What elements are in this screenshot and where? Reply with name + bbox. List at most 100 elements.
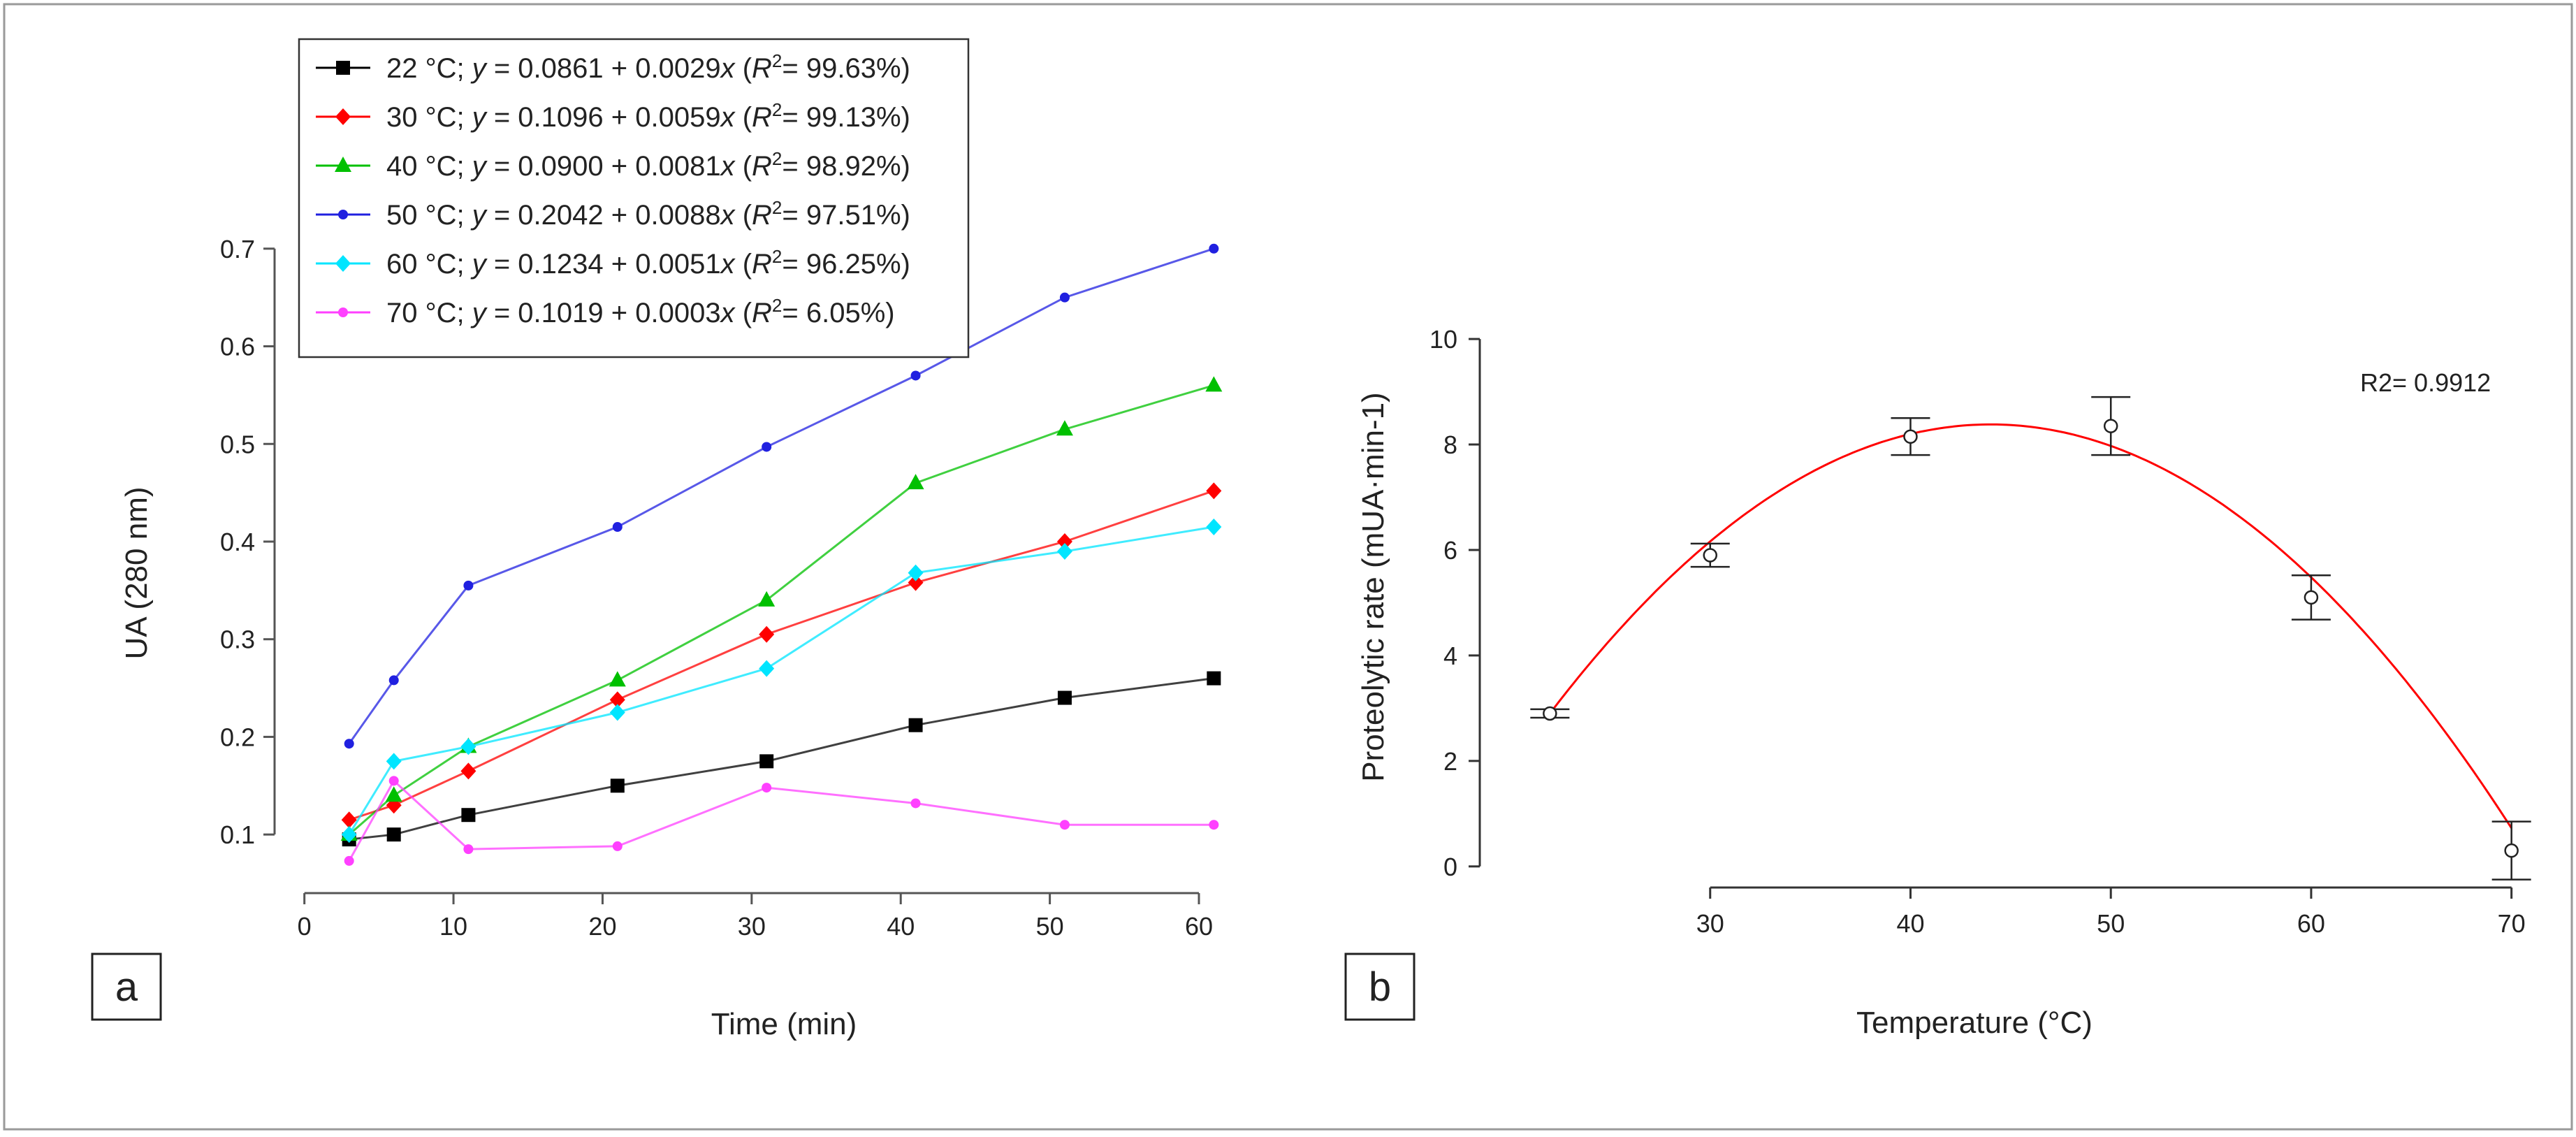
data-point-30-c [341, 811, 357, 829]
data-point-50-c [463, 580, 474, 591]
data-point-60-c [759, 660, 775, 677]
legend-text-part: = 6.05%) [782, 298, 894, 328]
legend-text-part: x [720, 249, 736, 280]
data-point-50c [2103, 419, 2118, 433]
data-point-70-c [388, 776, 399, 786]
panel-a-y-tick-label: 0.2 [220, 723, 255, 751]
legend-entry-22-c: 22 °C; y = 0.0861 + 0.0029x (R2= 99.63%) [386, 50, 910, 84]
panel-b-points [1530, 396, 2531, 881]
panel-a-x-tick-label: 30 [738, 912, 766, 941]
legend-text-part: R [752, 151, 772, 182]
legend-text-part: = 0.1234 + 0.0051 [486, 249, 721, 280]
data-point-22-c [1057, 690, 1072, 705]
panel-a-label: a [115, 964, 138, 1010]
legend-text-part: 30 °C; [386, 102, 472, 133]
data-point-40-c [385, 786, 402, 802]
legend-entry-50-c: 50 °C; y = 0.2042 + 0.0088x (R2= 97.51%) [386, 197, 910, 231]
data-point-40-c [1205, 376, 1223, 392]
panel-a-y-tick-label: 0.6 [220, 333, 255, 361]
legend-text-part: 2 [772, 99, 782, 120]
data-point-30-c [908, 574, 924, 591]
legend-text-part: = 96.25%) [782, 249, 910, 280]
data-point-22-c [1207, 671, 1221, 686]
legend-marker-40-c [335, 157, 351, 172]
panel-b-label-box [1344, 953, 1416, 1021]
legend-text-part: 2 [772, 295, 782, 316]
legend-text-part: y [470, 53, 488, 84]
panel-b-x-axis-label: Temperature (°C) [1856, 1006, 2093, 1040]
data-point-22-c [386, 827, 401, 842]
panel-b-y-tick-label: 2 [1443, 747, 1457, 776]
legend-text-part: x [720, 151, 736, 182]
data-point-22c [1543, 706, 1557, 721]
data-point-70-c [612, 841, 623, 851]
legend-text-part: R [752, 298, 772, 328]
data-point-50-c [1059, 292, 1070, 303]
data-point-50-c [612, 522, 623, 533]
legend-text-part: ( [735, 249, 752, 280]
panel-b-x-tick-label: 70 [2498, 909, 2526, 938]
data-point-22-c [610, 778, 625, 793]
data-point-60-c [1056, 542, 1072, 560]
data-point-60-c [1206, 519, 1222, 536]
legend-text-part: 2 [772, 50, 782, 71]
legend-text-part: R [752, 53, 772, 84]
data-point-40-c [907, 474, 924, 490]
legend-marker-22-c [336, 61, 350, 75]
data-point-22-c [461, 808, 476, 823]
legend-text-part: R [752, 249, 772, 280]
legend-text-part: 2 [772, 197, 782, 218]
panel-b-fit-curve [1549, 423, 2512, 829]
panel-b: 0 2 4 6 8 10 30 40 50 60 70 R2= 0.9912 Temperature… [1344, 325, 2531, 1040]
data-point-30-c [1056, 533, 1072, 550]
legend-entry-30-c: 30 °C; y = 0.1096 + 0.0059x (R2= 99.13%) [386, 99, 910, 133]
data-point-70-c [344, 855, 354, 866]
data-point-50-c [388, 675, 399, 686]
data-point-50-c [1209, 243, 1219, 254]
data-point-60-c [460, 738, 476, 755]
data-point-70-c [762, 783, 772, 793]
legend-box [298, 38, 970, 359]
legend-text-part: = 0.1019 + 0.0003 [486, 298, 721, 328]
data-point-60c [2304, 590, 2319, 605]
data-point-40-c [609, 671, 626, 687]
data-point-70c [2504, 843, 2519, 858]
legend-text-part: = 0.1096 + 0.0059 [486, 102, 721, 133]
legend-text-part: y [470, 249, 488, 280]
panel-a-legend: 22 °C; y = 0.0861 + 0.0029x (R2= 99.63%)… [298, 38, 970, 359]
legend-text-part: 2 [772, 246, 782, 267]
legend-text-part: = 99.13%) [782, 102, 910, 133]
panel-a-x-axis-label: Time (min) [711, 1007, 857, 1041]
data-point-30-c [460, 762, 476, 780]
legend-text-part: = 98.92%) [782, 151, 910, 182]
legend-text-part: = 0.0900 + 0.0081 [486, 151, 721, 182]
data-point-50-c [762, 442, 772, 452]
panel-b-axes: 0 2 4 6 8 10 30 40 50 60 70 [1429, 325, 2526, 938]
data-point-22-c [908, 718, 923, 732]
data-point-70-c [1059, 820, 1070, 830]
panel-a-x-tick-label: 10 [439, 912, 467, 941]
data-point-50-c [910, 370, 921, 381]
legend-text-part: ( [735, 151, 752, 182]
legend-entry-70-c: 70 °C; y = 0.1019 + 0.0003x (R2= 6.05%) [386, 295, 895, 328]
data-point-70-c [463, 844, 474, 855]
series-line-40-c [348, 384, 1214, 836]
data-point-60-c [908, 564, 924, 581]
panel-b-x-tick-label: 50 [2097, 909, 2125, 938]
series-line-60-c [348, 526, 1214, 835]
legend-marker-70-c [338, 307, 348, 317]
legend-text-part: x [720, 53, 736, 84]
panel-a-axes: 0.1 0.2 0.3 0.4 0.5 0.6 0.7 0 10 20 30 40 50 60 [220, 235, 1213, 941]
data-point-50-c [344, 739, 354, 749]
panel-b-y-tick-label: 10 [1429, 325, 1457, 354]
series-line-70-c [348, 778, 1214, 862]
legend-text-part: 50 °C; [386, 200, 472, 231]
data-point-30-c [609, 691, 625, 709]
panel-b-y-axis-label: Proteolytic rate (mUA·min-1) [1356, 392, 1390, 781]
series-line-50-c [348, 247, 1214, 745]
panel-a-lines [348, 247, 1214, 862]
panel-b-x-tick-label: 30 [1696, 909, 1724, 938]
panel-a-x-tick-label: 50 [1036, 912, 1064, 941]
panel-b-y-tick-label: 4 [1443, 642, 1457, 670]
